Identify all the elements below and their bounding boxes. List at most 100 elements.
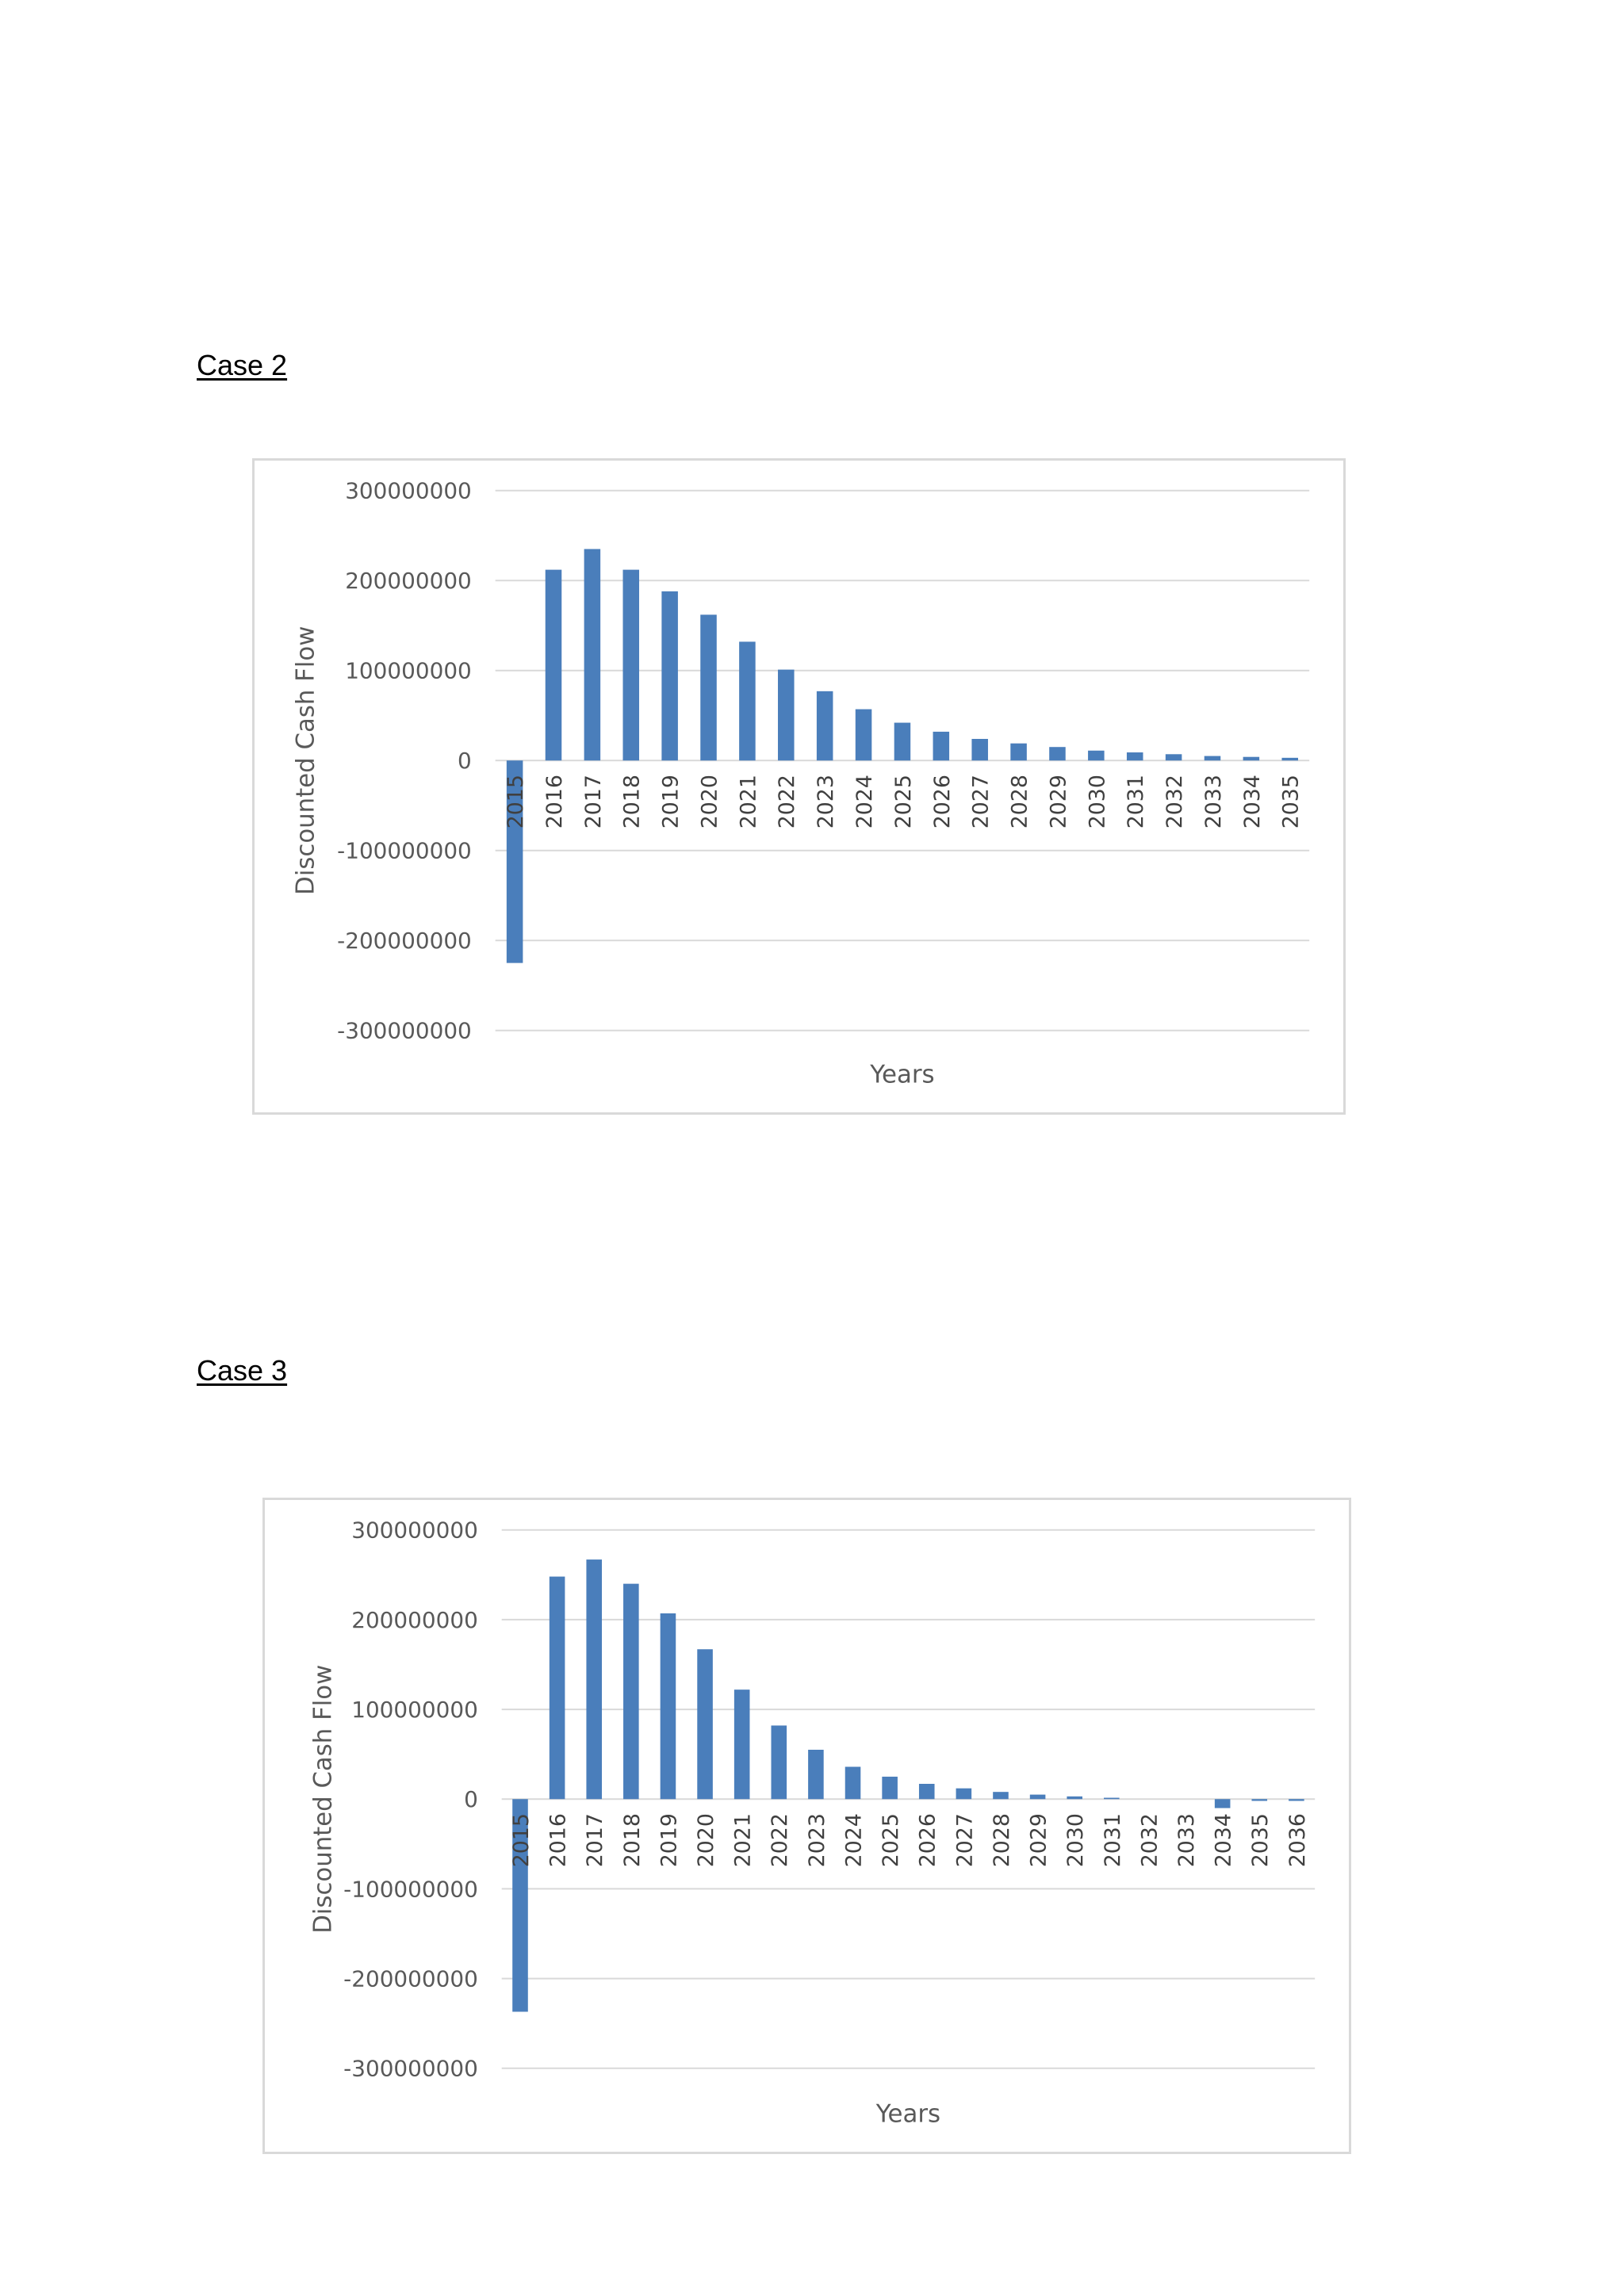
case-3-x-tick-label: 2030 <box>1063 1813 1088 1867</box>
case-3-x-tick-label: 2023 <box>805 1813 829 1867</box>
case-3-bar-2036 <box>1289 1799 1304 1801</box>
case-2-x-tick-label: 2017 <box>581 775 606 828</box>
case-3-bar-2026 <box>918 1784 935 1800</box>
case-3-x-tick-label: 2026 <box>916 1813 940 1867</box>
case-3-y-axis-title: Discounted Cash Flow <box>309 1665 338 1934</box>
case-3-bar-2025 <box>882 1776 898 1800</box>
case-2-bar-2033 <box>1204 756 1221 761</box>
case-2-y-tick-label: -200000000 <box>337 928 472 954</box>
case-2-x-tick-label: 2025 <box>891 775 916 828</box>
case-3-x-tick-label: 2029 <box>1027 1813 1051 1867</box>
case-3-y-tick-label: -100000000 <box>343 1876 478 1902</box>
case-3-bar-2035 <box>1251 1799 1268 1801</box>
case-2-bar-2028 <box>1010 743 1027 761</box>
case-3-x-tick-label: 2018 <box>620 1813 645 1867</box>
case-3-x-tick-label: 2020 <box>694 1813 718 1867</box>
case-3-bar-2018 <box>623 1583 639 1800</box>
case-3-x-tick-label: 2028 <box>990 1813 1014 1867</box>
case-2-bar-2032 <box>1165 754 1182 761</box>
case-3-bar-2020 <box>697 1649 713 1800</box>
case-2-y-axis-title: Discounted Cash Flow <box>292 626 320 895</box>
case-2-x-tick-label: 2021 <box>736 775 760 828</box>
case-3-y-tick-label: -200000000 <box>343 1966 478 1992</box>
case-3-x-tick-label: 2034 <box>1212 1813 1236 1867</box>
case-3-bar-2017 <box>586 1559 603 1800</box>
case-2-x-tick-label: 2018 <box>620 775 645 828</box>
case-3-bar-2030 <box>1067 1796 1082 1800</box>
case-2-y-tick-label: 300000000 <box>345 478 472 504</box>
case-3-x-tick-label: 2032 <box>1137 1813 1162 1867</box>
case-3-bar-2024 <box>845 1766 861 1800</box>
case-2-x-tick-label: 2019 <box>659 775 684 828</box>
case-3-bar-2015 <box>512 1799 528 2012</box>
case-3-x-tick-label: 2017 <box>583 1813 607 1867</box>
case-3-bar-2023 <box>808 1750 824 1800</box>
case-3-x-tick-label: 2022 <box>768 1813 792 1867</box>
case-2-bar-2022 <box>778 669 795 761</box>
case-2-bar-2019 <box>661 591 678 761</box>
case-2-bar-2023 <box>816 691 833 761</box>
case-3-bar-2027 <box>956 1788 972 1800</box>
case-2-bar-2024 <box>855 709 872 761</box>
case-3-bar-2016 <box>549 1576 565 1800</box>
case-2-chart-frame: 300000000 200000000 100000000 0 -100000000 -2… <box>252 458 1346 1115</box>
case-3-bar-2034 <box>1214 1799 1231 1808</box>
case-3-x-tick-label: 2019 <box>657 1813 681 1867</box>
case-2-x-tick-label: 2027 <box>969 775 994 828</box>
case-2-bar-2026 <box>933 731 950 761</box>
case-3-x-tick-label: 2035 <box>1248 1813 1273 1867</box>
case-2-x-tick-label: 2020 <box>697 775 722 828</box>
case-3-y-tick-label: 100000000 <box>351 1697 478 1723</box>
case-3-y-tick-label: 200000000 <box>351 1607 478 1633</box>
case-3-bar-2022 <box>771 1725 787 1800</box>
case-2-x-axis-title: Years <box>869 1060 934 1089</box>
case-3-x-tick-label: 2027 <box>952 1813 977 1867</box>
case-3-x-tick-label: 2016 <box>546 1813 571 1867</box>
case-3-heading: Case 3 <box>197 1354 288 1387</box>
case-2-bar-2027 <box>971 738 988 761</box>
case-3-bar-2028 <box>993 1792 1009 1800</box>
case-3-y-tick-label: 0 <box>464 1786 478 1812</box>
case-2-bar-2017 <box>584 549 601 761</box>
case-3-x-tick-label: 2015 <box>509 1813 534 1867</box>
case-2-bar-2020 <box>700 614 717 761</box>
case-2-x-tick-label: 2030 <box>1085 775 1109 828</box>
case-2-x-tick-label: 2035 <box>1279 775 1304 828</box>
case-2-x-tick-label: 2023 <box>814 775 838 828</box>
case-3-chart: 300000000 200000000 100000000 0 -100000000 -2… <box>309 1517 1316 2128</box>
case-2-x-tick-label: 2029 <box>1046 775 1071 828</box>
case-3-bar-2031 <box>1104 1797 1120 1800</box>
case-3-x-tick-label: 2025 <box>879 1813 903 1867</box>
case-2-chart: 300000000 200000000 100000000 0 -100000000 -2… <box>292 478 1310 1089</box>
case-3-x-tick-label: 2036 <box>1285 1813 1310 1867</box>
case-2-y-tick-label: 100000000 <box>345 658 472 684</box>
case-2-x-tick-label: 2024 <box>852 775 877 828</box>
case-3-x-tick-label: 2033 <box>1174 1813 1199 1867</box>
case-2-bar-2025 <box>894 722 911 761</box>
case-2-bar-2018 <box>622 569 640 761</box>
case-2-y-tick-label: 0 <box>458 748 472 774</box>
case-2-y-tick-label: -100000000 <box>337 838 472 864</box>
case-2-x-tick-label: 2031 <box>1124 775 1148 828</box>
case-2-bar-2016 <box>545 569 562 761</box>
case-2-x-tick-label: 2026 <box>930 775 955 828</box>
case-3-x-tick-label: 2021 <box>731 1813 756 1867</box>
case-2-heading: Case 2 <box>197 349 288 381</box>
case-2-x-tick-label: 2028 <box>1007 775 1032 828</box>
case-2-bar-2015 <box>506 760 523 963</box>
case-3-x-tick-label: 2024 <box>841 1813 866 1867</box>
case-2-x-tick-label: 2034 <box>1240 775 1265 828</box>
case-3-bar-2021 <box>733 1689 750 1800</box>
case-3-y-tick-label: -300000000 <box>343 2056 478 2082</box>
case-3-chart-frame: 300000000 200000000 100000000 0 -100000000 -2… <box>262 1498 1351 2154</box>
case-2-x-tick-label: 2016 <box>542 775 567 828</box>
case-2-x-tick-label: 2015 <box>504 775 528 828</box>
case-3-x-tick-label: 2031 <box>1101 1813 1125 1867</box>
case-2-bar-2034 <box>1243 756 1260 761</box>
case-2-x-tick-label: 2032 <box>1162 775 1187 828</box>
case-2-bar-2021 <box>739 641 756 761</box>
case-3-bar-2029 <box>1029 1794 1046 1800</box>
case-3-bar-2019 <box>660 1613 676 1800</box>
case-2-bar-2029 <box>1049 747 1066 761</box>
case-2-x-tick-label: 2033 <box>1201 775 1226 828</box>
